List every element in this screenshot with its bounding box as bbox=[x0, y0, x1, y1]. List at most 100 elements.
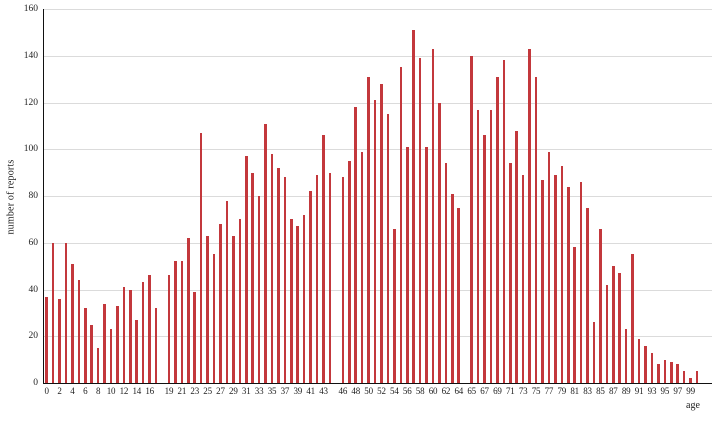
bar-age-22 bbox=[186, 238, 190, 383]
bar-age-35 bbox=[270, 153, 274, 383]
bar-age-88 bbox=[618, 273, 622, 383]
x-tick-label: 6 bbox=[83, 386, 88, 396]
x-tick-label: 83 bbox=[583, 386, 592, 396]
gridline bbox=[44, 289, 712, 291]
bar-age-100 bbox=[695, 371, 699, 383]
x-tick-label: 97 bbox=[673, 386, 683, 396]
x-tick-label: 10 bbox=[106, 386, 116, 396]
bar-age-42 bbox=[315, 174, 319, 383]
gridline bbox=[44, 9, 712, 10]
x-tick-label: 43 bbox=[319, 386, 328, 396]
bar-age-64 bbox=[457, 207, 461, 383]
x-tick-label: 71 bbox=[505, 386, 515, 396]
x-tick-label: 12 bbox=[119, 386, 129, 396]
y-tick-label: 120 bbox=[23, 97, 38, 108]
gridline bbox=[44, 102, 712, 104]
x-tick-label: 58 bbox=[415, 386, 425, 396]
bar-age-23 bbox=[193, 291, 196, 383]
x-tick-label: 60 bbox=[428, 386, 438, 396]
gridline bbox=[44, 242, 712, 244]
x-tick-label: 37 bbox=[280, 386, 290, 396]
bar-age-59 bbox=[425, 146, 428, 383]
x-tick-label: 99 bbox=[686, 386, 695, 396]
bar-age-41 bbox=[309, 191, 312, 383]
bar-age-99 bbox=[689, 378, 692, 383]
bar-age-62 bbox=[444, 163, 448, 383]
bar-age-0 bbox=[45, 296, 48, 383]
bar-age-40 bbox=[302, 214, 306, 383]
bar-age-50 bbox=[367, 76, 370, 383]
bar-age-52 bbox=[380, 83, 383, 383]
bar-age-66 bbox=[476, 109, 480, 383]
bar-age-61 bbox=[438, 102, 441, 383]
bar-age-54 bbox=[393, 228, 396, 383]
x-tick-label: 85 bbox=[596, 386, 605, 396]
x-tick-label: 75 bbox=[531, 386, 541, 396]
x-tick-label: 23 bbox=[190, 386, 200, 396]
bar-age-44 bbox=[328, 172, 332, 383]
bar-age-67 bbox=[483, 135, 486, 383]
bar-age-79 bbox=[560, 165, 564, 383]
bar-age-74 bbox=[528, 48, 531, 383]
bar-age-77 bbox=[547, 151, 551, 383]
x-tick-label: 4 bbox=[70, 386, 75, 396]
bar-age-86 bbox=[605, 284, 609, 383]
x-tick-label: 0 bbox=[44, 386, 49, 396]
x-tick-label: 27 bbox=[216, 386, 225, 396]
bar-age-70 bbox=[502, 60, 506, 383]
x-tick-label: 69 bbox=[493, 386, 502, 396]
bar-age-17 bbox=[154, 308, 158, 383]
bar-age-87 bbox=[612, 266, 615, 383]
x-tick-label: 89 bbox=[621, 386, 631, 396]
bar-age-72 bbox=[515, 130, 518, 383]
bar-age-55 bbox=[399, 67, 403, 383]
bar-age-27 bbox=[219, 224, 222, 383]
y-tick-label: 100 bbox=[23, 144, 38, 155]
x-tick-label: 14 bbox=[132, 386, 142, 396]
x-tick-label: 54 bbox=[390, 386, 399, 396]
x-tick-label: 93 bbox=[647, 386, 657, 396]
bar-age-7 bbox=[90, 324, 93, 383]
x-axis-title: age bbox=[686, 400, 700, 411]
bar-age-89 bbox=[624, 329, 628, 383]
bar-age-29 bbox=[232, 235, 235, 383]
bar-age-36 bbox=[277, 167, 280, 383]
bar-age-93 bbox=[650, 352, 654, 383]
x-tick-label: 79 bbox=[557, 386, 567, 396]
x-tick-label: 2 bbox=[57, 386, 62, 396]
gridline bbox=[44, 196, 712, 197]
bar-age-39 bbox=[296, 226, 300, 383]
bar-age-53 bbox=[386, 114, 390, 383]
bar-age-83 bbox=[586, 207, 589, 383]
bar-age-80 bbox=[566, 186, 570, 383]
bar-age-56 bbox=[405, 146, 409, 383]
bar-age-65 bbox=[470, 55, 473, 383]
bar-age-21 bbox=[180, 261, 184, 383]
x-tick-label: 62 bbox=[441, 386, 451, 396]
bar-age-98 bbox=[682, 371, 686, 383]
bar-age-1 bbox=[51, 242, 55, 383]
bar-age-48 bbox=[354, 107, 357, 383]
bar-age-4 bbox=[71, 263, 74, 383]
x-tick-label: 39 bbox=[293, 386, 303, 396]
x-tick-label: 48 bbox=[351, 386, 361, 396]
y-tick-label: 20 bbox=[28, 331, 39, 342]
bar-age-57 bbox=[412, 30, 415, 383]
y-tick-label: 0 bbox=[33, 378, 38, 388]
bar-age-32 bbox=[251, 172, 254, 383]
bar-age-6 bbox=[83, 308, 87, 383]
x-tick-label: 21 bbox=[177, 386, 187, 396]
x-tick-label: 56 bbox=[402, 386, 412, 396]
x-tick-label: 52 bbox=[377, 386, 386, 396]
x-tick-label: 64 bbox=[454, 386, 464, 396]
bar-age-96 bbox=[669, 361, 673, 383]
gridline bbox=[44, 149, 712, 151]
x-tick-label: 35 bbox=[267, 386, 277, 396]
bar-age-58 bbox=[418, 58, 422, 383]
bar-age-34 bbox=[264, 123, 267, 383]
bar-age-90 bbox=[631, 254, 634, 383]
bar-age-91 bbox=[637, 338, 641, 383]
x-tick-label: 73 bbox=[518, 386, 528, 396]
bar-age-76 bbox=[541, 179, 544, 383]
